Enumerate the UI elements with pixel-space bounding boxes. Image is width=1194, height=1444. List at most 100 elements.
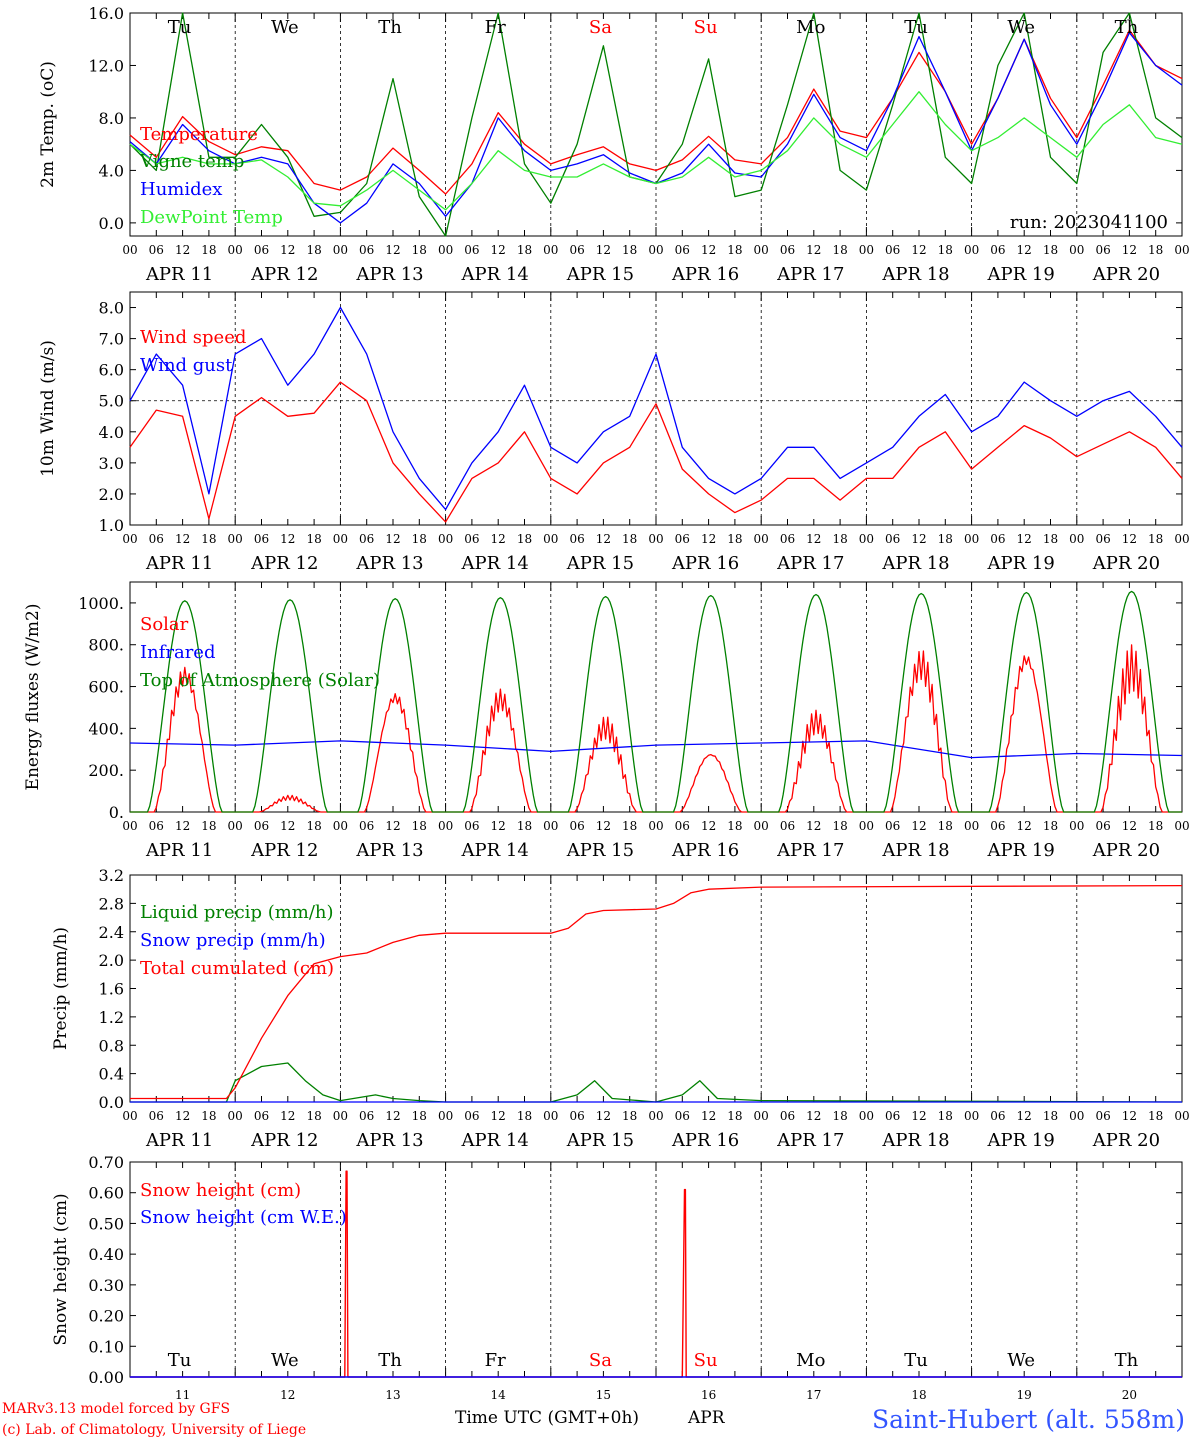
hour-tick-label: 18 — [622, 532, 637, 546]
hour-tick-label: 12 — [596, 532, 611, 546]
y-tick-label: 0.0 — [99, 214, 124, 233]
date-label: APR 20 — [1092, 553, 1160, 574]
hour-tick-label: 06 — [990, 532, 1005, 546]
hour-tick-label: 12 — [1122, 1109, 1137, 1123]
series-line — [130, 884, 1183, 1100]
hour-tick-label: 18 — [201, 243, 216, 257]
y-tick-label: 4.0 — [99, 161, 124, 180]
hour-tick-label: 06 — [675, 243, 690, 257]
hour-tick-label: 00 — [648, 1109, 663, 1123]
date-label: APR 16 — [671, 1130, 739, 1151]
hour-tick-label: 12 — [491, 243, 506, 257]
legend-entry: Infrared — [140, 642, 215, 663]
weekday-label: We — [1007, 17, 1035, 38]
date-label: APR 16 — [671, 840, 739, 861]
hour-tick-label: 12 — [491, 532, 506, 546]
legend-entry: Humidex — [140, 179, 222, 200]
hour-tick-label: 12 — [385, 532, 400, 546]
hour-tick-label: 12 — [1122, 819, 1137, 833]
hour-tick-label: 12 — [491, 1109, 506, 1123]
hour-tick-label: 06 — [254, 819, 269, 833]
y-tick-label: 3.0 — [99, 454, 124, 473]
legend-entry: Snow height (cm W.E.) — [140, 1207, 347, 1228]
weekday-label: Tu — [904, 17, 928, 38]
hour-tick-label: 18 — [938, 1109, 953, 1123]
date-label: APR 12 — [250, 1130, 318, 1151]
hour-tick-label: 06 — [254, 532, 269, 546]
hour-tick-label: 12 — [175, 243, 190, 257]
date-label: APR 17 — [776, 553, 844, 574]
y-tick-label: 12.0 — [88, 56, 124, 75]
panels-group: 0.0 4.0 8.0 12.0 16.0 2m Temp. (oC) Temperatur… — [23, 4, 1190, 1402]
hour-tick-label: 12 — [1017, 819, 1032, 833]
hour-tick-label: 06 — [359, 243, 374, 257]
hour-tick-label: 12 — [491, 819, 506, 833]
hour-tick-label: 18 — [727, 243, 742, 257]
y-tick-label: 8.0 — [99, 109, 124, 128]
legend-entry: Solar — [140, 614, 189, 635]
date-label: APR 20 — [1092, 840, 1160, 861]
date-label: APR 12 — [250, 264, 318, 285]
hour-tick-label: 18 — [1148, 243, 1163, 257]
hour-tick-label: 18 — [517, 819, 532, 833]
station-label: Saint-Hubert (alt. 558m) — [872, 1405, 1185, 1434]
hour-tick-label: 18 — [938, 532, 953, 546]
hour-tick-label: 18 — [832, 532, 847, 546]
hour-tick-label: 00 — [648, 243, 663, 257]
series-line — [129, 91, 1183, 211]
weekday-label: Su — [694, 1350, 718, 1371]
hour-tick-label: 18 — [622, 243, 637, 257]
legend-entry: Top of Atmosphere (Solar) — [140, 670, 380, 691]
series-line — [130, 1062, 1183, 1103]
legend-entry: DewPoint Temp — [140, 207, 283, 228]
y-axis-label: 2m Temp. (oC) — [38, 61, 58, 188]
hour-tick-label: 18 — [517, 532, 532, 546]
date-label: APR 11 — [145, 264, 213, 285]
hour-tick-label: 00 — [859, 1109, 874, 1123]
hour-tick-label: 12 — [911, 1109, 926, 1123]
hour-tick-label: 12 — [911, 243, 926, 257]
date-label: APR 17 — [776, 840, 844, 861]
hour-tick-label: 18 — [727, 532, 742, 546]
weekday-label: Th — [378, 17, 402, 38]
hour-tick-label: 18 — [622, 1109, 637, 1123]
date-label: APR 19 — [987, 1130, 1055, 1151]
hour-tick-label: 06 — [675, 819, 690, 833]
y-tick-label: 2.0 — [99, 485, 124, 504]
weekday-label: Sa — [589, 17, 612, 38]
hour-tick-label: 18 — [306, 819, 321, 833]
day-number-label: 19 — [1017, 1388, 1032, 1402]
hour-tick-label: 00 — [228, 1109, 243, 1123]
hour-tick-label: 06 — [885, 819, 900, 833]
hour-tick-label: 00 — [438, 532, 453, 546]
hour-tick-label: 00 — [1069, 243, 1084, 257]
hour-tick-label: 12 — [175, 819, 190, 833]
hour-tick-label: 00 — [648, 819, 663, 833]
hour-tick-label: 06 — [1095, 1109, 1110, 1123]
date-label: APR 15 — [566, 1130, 634, 1151]
hour-tick-label: 18 — [938, 243, 953, 257]
hour-tick-label: 18 — [517, 1109, 532, 1123]
y-tick-label: 600. — [88, 678, 124, 697]
y-tick-label: 2.0 — [99, 951, 124, 970]
hour-tick-label: 18 — [727, 1109, 742, 1123]
hour-tick-label: 00 — [438, 1109, 453, 1123]
date-label: APR 17 — [776, 1130, 844, 1151]
series-line — [130, 590, 1182, 813]
hour-tick-label: 00 — [964, 819, 979, 833]
weekday-label: Tu — [168, 17, 192, 38]
hour-tick-label: 06 — [569, 819, 584, 833]
hour-tick-label: 12 — [701, 243, 716, 257]
weekday-label: Fr — [485, 1350, 506, 1371]
weekday-label: We — [271, 17, 299, 38]
hour-tick-label: 06 — [885, 532, 900, 546]
series-line — [130, 1170, 1182, 1378]
legend-entry: Wind speed — [140, 327, 246, 348]
hour-tick-label: 18 — [622, 819, 637, 833]
hour-tick-label: 12 — [1122, 243, 1137, 257]
hour-tick-label: 18 — [306, 1109, 321, 1123]
legend-entry: Wind gust — [140, 355, 233, 376]
date-label: APR 18 — [881, 264, 949, 285]
y-tick-label: 0.4 — [99, 1065, 124, 1084]
date-label: APR 17 — [776, 264, 844, 285]
